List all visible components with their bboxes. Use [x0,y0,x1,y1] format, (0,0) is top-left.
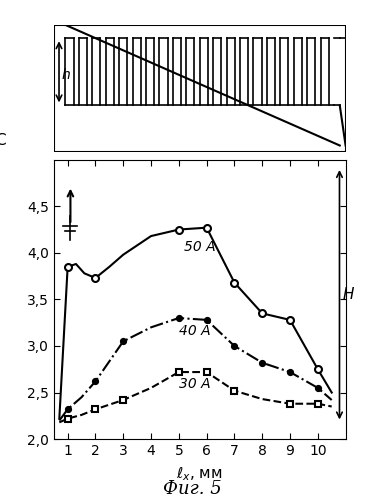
X-axis label: $\ell_x$, мм: $\ell_x$, мм [176,465,223,483]
Text: 50 А: 50 А [184,240,216,254]
Text: h: h [61,68,70,82]
Text: H: H [342,287,354,302]
Y-axis label: $\Delta t^{\circ}$, C: $\Delta t^{\circ}$, C [0,131,7,149]
Text: 40 А: 40 А [179,324,210,338]
Text: 30 А: 30 А [179,377,210,391]
Text: Фиг. 5: Фиг. 5 [163,480,221,498]
